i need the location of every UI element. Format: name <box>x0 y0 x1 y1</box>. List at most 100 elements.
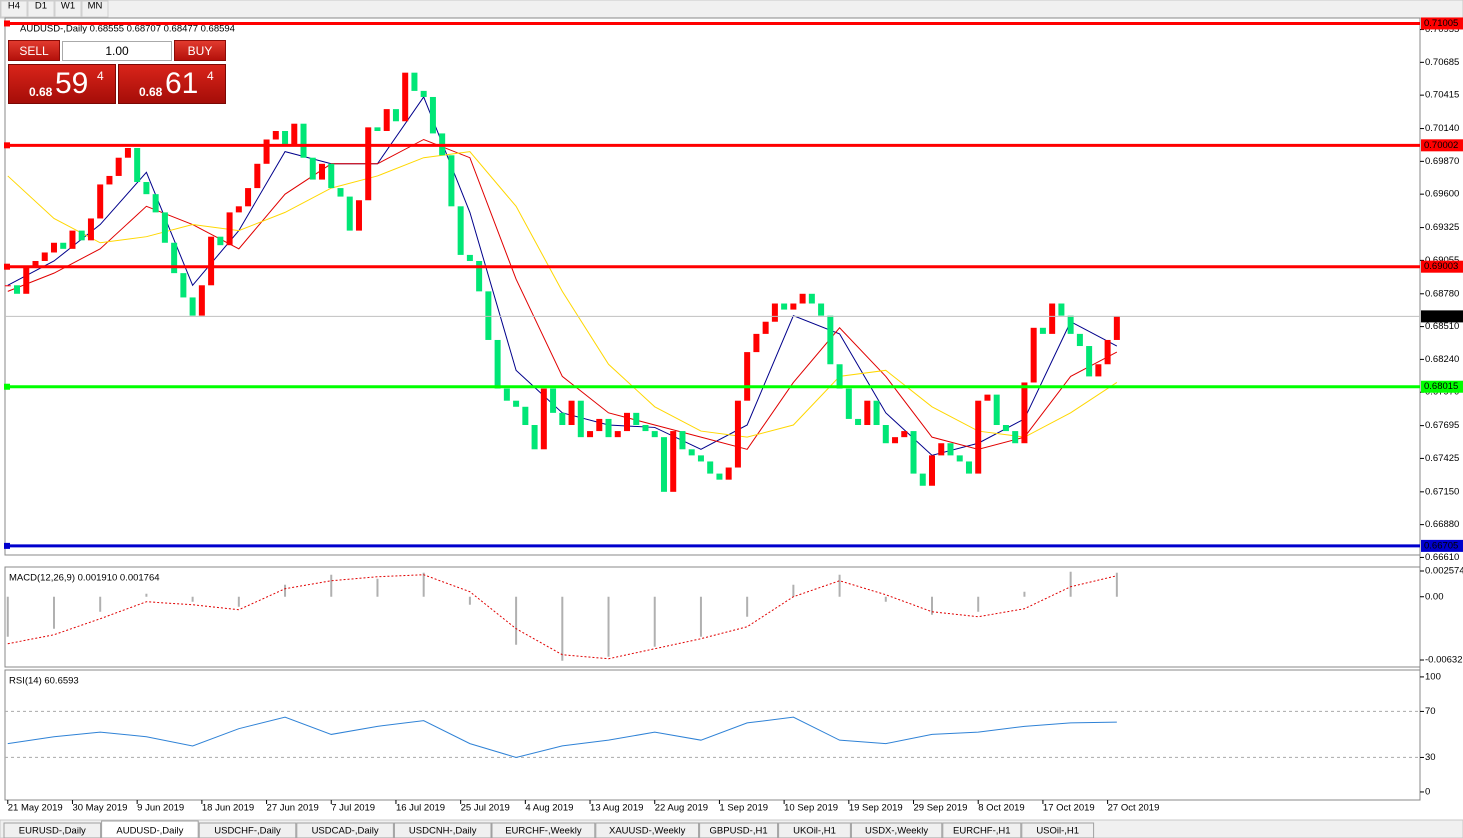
candle <box>1058 303 1065 316</box>
y-tick-label: 100 <box>1425 671 1441 682</box>
candle <box>355 200 362 231</box>
chart-tab[interactable] <box>198 822 297 838</box>
x-tick-label: 22 Aug 2019 <box>655 803 708 814</box>
candle <box>605 418 612 438</box>
candle <box>753 333 760 353</box>
chart-tab-label[interactable]: USDCAD-,Daily <box>312 826 379 837</box>
price-fraction: 4 <box>207 69 214 83</box>
timeframe-label[interactable]: MN <box>88 1 103 12</box>
chart-tab-label[interactable]: XAUUSD-,Weekly <box>609 826 686 837</box>
lot-input[interactable]: 1.00 <box>62 41 172 61</box>
chart-tab[interactable] <box>942 822 1022 838</box>
x-tick-label: 25 Jul 2019 <box>461 803 510 814</box>
candle <box>873 400 880 426</box>
candle <box>263 139 270 164</box>
timeframe-button[interactable] <box>0 0 28 18</box>
candle <box>587 431 594 438</box>
timeframe-label[interactable]: D1 <box>35 1 47 12</box>
candle <box>1049 303 1056 334</box>
y-tick-label: 0.68780 <box>1425 288 1459 299</box>
candle <box>78 230 85 241</box>
candle <box>725 467 732 480</box>
chart-tab-label[interactable]: USOil-,H1 <box>1036 826 1079 837</box>
candle <box>97 184 104 219</box>
level-label: 0.69003 <box>1424 261 1458 272</box>
level-label: 0.71005 <box>1424 18 1458 29</box>
candle <box>383 109 390 131</box>
timeframe-label[interactable]: W1 <box>61 1 75 12</box>
chart-tab[interactable] <box>491 822 596 838</box>
y-tick-label: -0.006326 <box>1425 655 1463 666</box>
candle <box>1086 346 1093 377</box>
timeframe-button[interactable] <box>54 0 82 18</box>
y-tick-label: 0.66610 <box>1425 552 1459 563</box>
chart-tab[interactable] <box>850 822 943 838</box>
candle <box>14 285 21 294</box>
candle <box>790 303 797 310</box>
buy-button[interactable]: BUY <box>174 40 226 61</box>
y-tick-label: 0.66880 <box>1425 519 1459 530</box>
chart-tab-label[interactable]: USDCHF-,Daily <box>214 826 281 837</box>
chart-tab-label[interactable]: EURUSD-,Daily <box>19 826 86 837</box>
sell-price[interactable]: 0.68 59 4 <box>8 64 116 104</box>
chart-tab[interactable] <box>3 822 102 838</box>
x-tick-label: 9 Jun 2019 <box>137 803 184 814</box>
timeframe-button[interactable] <box>27 0 55 18</box>
candle <box>697 455 704 462</box>
chart-tab-label[interactable]: AUDUSD-,Daily <box>116 826 183 837</box>
candle <box>1095 364 1102 377</box>
buy-price[interactable]: 0.68 61 4 <box>118 64 226 104</box>
chart-tab[interactable] <box>1021 822 1095 838</box>
level-handle <box>4 263 10 270</box>
candle <box>596 418 603 432</box>
candle <box>32 260 39 268</box>
x-tick-label: 19 Sep 2019 <box>849 803 903 814</box>
candle <box>1113 316 1120 340</box>
chart-tab[interactable] <box>778 822 851 838</box>
candle <box>319 163 326 180</box>
chart-tab-label[interactable]: USDX-,Weekly <box>865 826 928 837</box>
y-tick-label: 70 <box>1425 706 1436 717</box>
rsi-line <box>7 716 1117 758</box>
candle <box>892 437 899 444</box>
candle <box>577 400 584 438</box>
x-tick-label: 13 Aug 2019 <box>590 803 643 814</box>
chart-tab-label[interactable]: GBPUSD-,H1 <box>710 826 768 837</box>
level-label: 0.68015 <box>1424 381 1458 392</box>
chart-tab[interactable] <box>101 820 199 838</box>
candle <box>550 388 557 413</box>
panel-title: MACD(12,26,9) 0.001910 0.001764 <box>9 573 160 584</box>
candle <box>531 425 538 450</box>
x-tick-label: 27 Oct 2019 <box>1108 803 1160 814</box>
chart-tab[interactable] <box>393 822 492 838</box>
candle <box>485 291 492 340</box>
candle <box>965 461 972 474</box>
chart-tab[interactable] <box>595 822 700 838</box>
candle <box>23 267 30 294</box>
candle <box>208 236 215 286</box>
level-handle <box>4 20 10 27</box>
x-tick-label: 7 Jul 2019 <box>331 803 375 814</box>
y-tick-label: 0.002574 <box>1425 566 1463 577</box>
chart-tab[interactable] <box>296 822 394 838</box>
candle <box>50 242 57 253</box>
level-tag <box>1421 380 1463 393</box>
chart-tab-label[interactable]: EURCHF-,H1 <box>953 826 1011 837</box>
candle <box>882 425 889 444</box>
chart-tab-label[interactable]: EURCHF-,Weekly <box>505 826 582 837</box>
y-tick-label: 0.68240 <box>1425 354 1459 365</box>
sell-button[interactable]: SELL <box>8 40 60 61</box>
candle <box>1012 431 1019 444</box>
chart-tab-label[interactable]: UKOil-,H1 <box>793 826 836 837</box>
chart-tab[interactable] <box>699 822 779 838</box>
timeframe-label[interactable]: H4 <box>8 1 20 12</box>
x-tick-label: 27 Jun 2019 <box>267 803 319 814</box>
timeframe-button[interactable] <box>81 0 109 18</box>
candle <box>300 123 307 158</box>
chart-tab-label[interactable]: USDCNH-,Daily <box>409 826 477 837</box>
level-handle <box>4 142 10 149</box>
candle <box>993 394 1000 426</box>
x-tick-label: 30 May 2019 <box>72 803 127 814</box>
y-tick-label: 0 <box>1425 786 1430 797</box>
